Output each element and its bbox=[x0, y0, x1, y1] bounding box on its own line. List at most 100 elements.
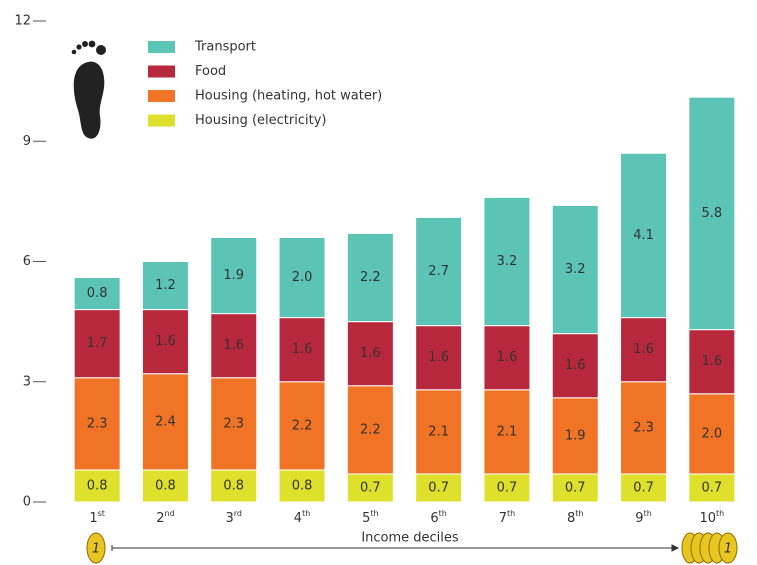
tick-number: 4 bbox=[294, 511, 302, 526]
value-label: 2.1 bbox=[497, 424, 518, 439]
bar-segment bbox=[278, 236, 326, 319]
bar-segment bbox=[620, 317, 668, 383]
bar-segment bbox=[415, 389, 463, 475]
bar-segment bbox=[415, 473, 463, 503]
value-label: 2.1 bbox=[428, 424, 449, 439]
x-tick-label: 8th bbox=[567, 509, 584, 526]
legend-swatch bbox=[148, 65, 175, 78]
legend-swatch bbox=[148, 41, 175, 53]
value-label: 1.6 bbox=[155, 334, 176, 349]
tick-number: 7 bbox=[499, 511, 507, 526]
value-label: 2.3 bbox=[223, 416, 244, 431]
bar-segment bbox=[278, 317, 326, 383]
value-label: 2.0 bbox=[702, 426, 723, 441]
x-tick-label: 5th bbox=[362, 509, 379, 526]
bar-segment bbox=[73, 277, 121, 311]
value-label: 1.6 bbox=[633, 342, 654, 357]
value-label: 0.7 bbox=[702, 480, 723, 495]
value-label: 1.6 bbox=[702, 354, 723, 369]
bar-segment bbox=[210, 313, 258, 379]
tick-suffix: nd bbox=[165, 509, 175, 518]
bar-segment bbox=[346, 473, 394, 503]
value-label: 3.2 bbox=[497, 254, 518, 269]
value-label: 1.6 bbox=[223, 338, 244, 353]
legend-swatch bbox=[148, 114, 175, 127]
value-label: 1.6 bbox=[497, 350, 518, 365]
bar-segment bbox=[73, 377, 121, 471]
value-label: 4.1 bbox=[633, 228, 654, 243]
bar-segment bbox=[73, 469, 121, 503]
bar-segment bbox=[210, 236, 258, 315]
legend-label: Housing (heating, hot water) bbox=[195, 89, 382, 104]
y-tick-label: 9 bbox=[23, 134, 31, 149]
legend-label: Food bbox=[195, 64, 226, 79]
legend-label: Housing (electricity) bbox=[195, 113, 326, 128]
coin-stack: 1 bbox=[681, 532, 738, 564]
value-label: 2.2 bbox=[292, 418, 313, 433]
value-label: 2.0 bbox=[292, 270, 313, 285]
x-tick-label: 4th bbox=[294, 509, 311, 526]
x-tick-label: 6th bbox=[430, 509, 447, 526]
bar-segment bbox=[688, 96, 736, 331]
value-label: 0.7 bbox=[497, 480, 518, 495]
tick-number: 10 bbox=[699, 511, 716, 526]
tick-suffix: th bbox=[507, 509, 515, 518]
coin-label: 1 bbox=[724, 542, 732, 557]
tick-number: 3 bbox=[225, 511, 233, 526]
value-label: 0.7 bbox=[428, 480, 449, 495]
tick-number: 6 bbox=[430, 511, 438, 526]
bar-segment bbox=[346, 232, 394, 323]
bar-segment bbox=[688, 329, 736, 395]
value-label: 1.6 bbox=[292, 342, 313, 357]
bar-segment bbox=[210, 377, 258, 471]
bar-segment bbox=[210, 469, 258, 503]
y-tick-label: 0 bbox=[23, 495, 31, 510]
bar-segment bbox=[551, 397, 599, 475]
value-label: 0.7 bbox=[360, 480, 381, 495]
bar-segment bbox=[141, 469, 189, 503]
tick-suffix: th bbox=[644, 509, 652, 518]
x-tick-label: 10th bbox=[699, 509, 724, 526]
value-label: 0.8 bbox=[223, 478, 244, 493]
x-tick-label: 1st bbox=[89, 509, 105, 526]
coin-left: 1 bbox=[86, 532, 106, 564]
bar-segment bbox=[346, 385, 394, 475]
tick-suffix: th bbox=[302, 509, 310, 518]
bar-segment bbox=[278, 381, 326, 471]
tick-number: 9 bbox=[635, 511, 643, 526]
tick-suffix: th bbox=[716, 509, 724, 518]
tick-number: 5 bbox=[362, 511, 370, 526]
value-label: 0.8 bbox=[155, 478, 176, 493]
tick-suffix: th bbox=[439, 509, 447, 518]
bar-segment bbox=[483, 389, 531, 475]
bar-segment bbox=[346, 321, 394, 387]
value-label: 2.3 bbox=[87, 416, 108, 431]
tick-suffix: th bbox=[370, 509, 378, 518]
tick-suffix: st bbox=[98, 509, 105, 518]
bar-segment bbox=[551, 473, 599, 503]
x-tick-label: 2nd bbox=[156, 509, 174, 526]
value-label: 1.6 bbox=[360, 346, 381, 361]
value-label: 2.3 bbox=[633, 420, 654, 435]
coin-label: 1 bbox=[92, 542, 100, 557]
bar-segment bbox=[415, 325, 463, 391]
value-label: 0.8 bbox=[87, 478, 108, 493]
x-tick-label: 3rd bbox=[225, 509, 242, 526]
value-label: 0.7 bbox=[633, 480, 654, 495]
bar-segment bbox=[551, 204, 599, 335]
tick-number: 1 bbox=[89, 511, 97, 526]
x-tick-label: 7th bbox=[499, 509, 516, 526]
value-label: 3.2 bbox=[565, 262, 586, 277]
value-label: 2.2 bbox=[360, 270, 381, 285]
bar-segment bbox=[141, 309, 189, 375]
tick-number: 8 bbox=[567, 511, 575, 526]
y-tick-label: 3 bbox=[23, 374, 31, 389]
legend-swatch bbox=[148, 90, 175, 102]
x-tick-label: 9th bbox=[635, 509, 652, 526]
bar-segment bbox=[620, 152, 668, 319]
x-axis-label: Income deciles bbox=[361, 531, 459, 546]
value-label: 2.4 bbox=[155, 414, 176, 429]
bar-segment bbox=[415, 216, 463, 327]
value-label: 0.8 bbox=[87, 286, 108, 301]
